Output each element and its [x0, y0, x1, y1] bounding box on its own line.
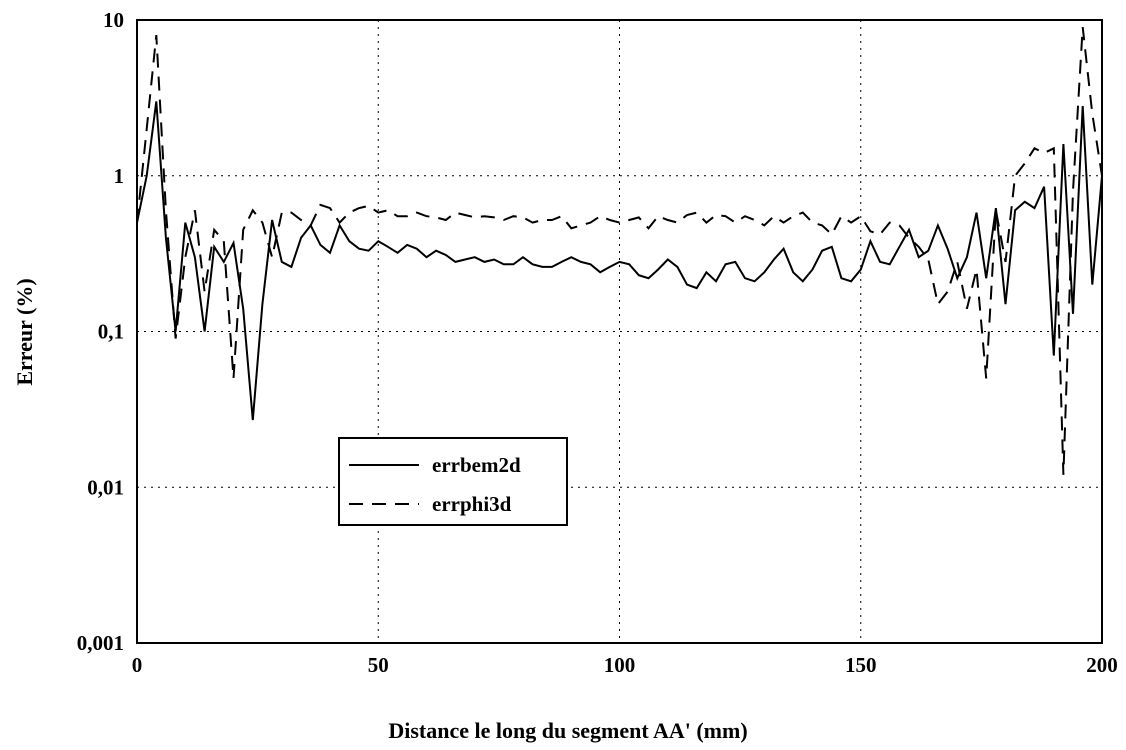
y-axis-title: Erreur (%) [12, 278, 37, 385]
legend-label-errphi3d: errphi3d [432, 492, 512, 516]
x-tick-label: 150 [845, 653, 877, 677]
x-axis-tick-labels: 0 50 100 150 200 [132, 653, 1118, 677]
x-axis-title: Distance le long du segment AA' (mm) [388, 718, 747, 743]
legend-label-errbem2d: errbem2d [432, 453, 521, 477]
series-lines [136, 26, 1103, 475]
series-line-errbem2d [136, 101, 1103, 421]
series-line-errphi3d [136, 26, 1103, 475]
plot-area-frame [136, 19, 1103, 644]
x-tick-label: 0 [132, 653, 143, 677]
y-axis-tick-labels: 10 1 0,1 0,01 0,001 [77, 8, 124, 655]
y-tick-label: 1 [114, 164, 125, 188]
x-tick-label: 200 [1086, 653, 1118, 677]
x-tick-label: 100 [604, 653, 636, 677]
x-tick-label: 50 [368, 653, 389, 677]
y-tick-label: 0,1 [98, 320, 124, 344]
y-tick-label: 0,001 [77, 631, 124, 655]
legend: errbem2d errphi3d [338, 437, 568, 526]
y-tick-label: 0,01 [87, 475, 124, 499]
y-tick-label: 10 [103, 8, 124, 32]
gridlines [137, 20, 1102, 643]
legend-box [338, 437, 568, 526]
